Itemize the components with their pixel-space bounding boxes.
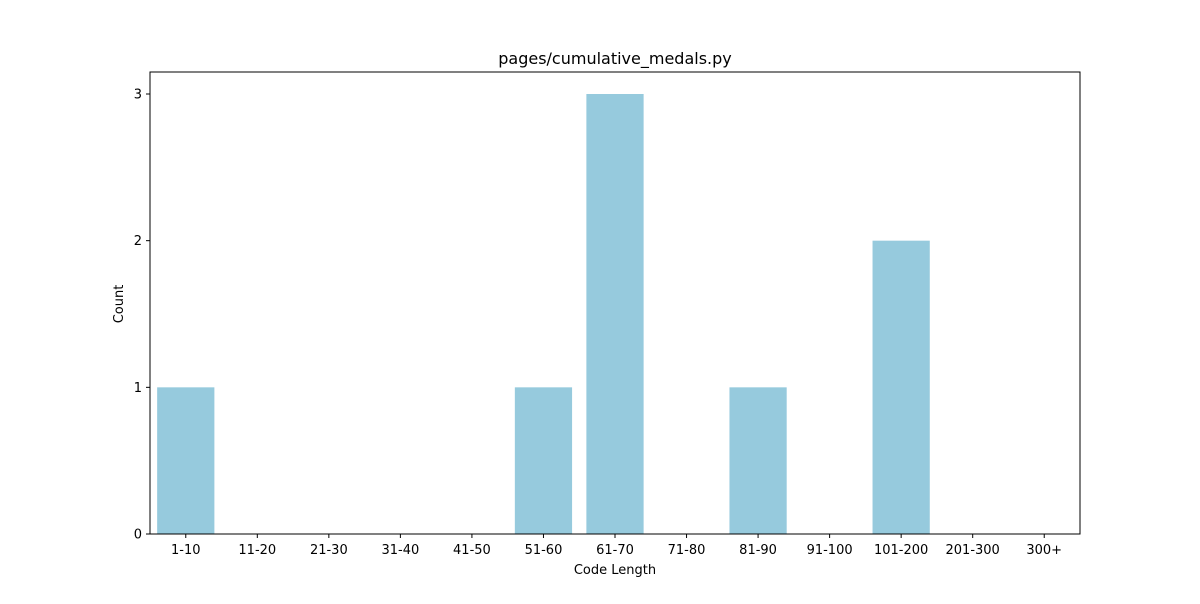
x-tick-label: 31-40 <box>381 543 419 558</box>
x-axis-label: Code Length <box>574 563 656 578</box>
x-tick-label: 61-70 <box>596 543 634 558</box>
x-tick-label: 101-200 <box>874 543 928 558</box>
x-tick-label: 91-100 <box>807 543 853 558</box>
bar-101-200 <box>872 240 930 534</box>
y-tick-label: 0 <box>134 528 142 543</box>
x-tick-label: 201-300 <box>946 543 1000 558</box>
x-tick-label: 71-80 <box>668 543 706 558</box>
bar-61-70 <box>586 94 644 534</box>
y-tick-label: 1 <box>134 381 142 396</box>
x-tick-label: 11-20 <box>238 543 276 558</box>
y-axis-label: Count <box>112 285 127 324</box>
plot-frame <box>149 71 1081 535</box>
x-tick-label: 1-10 <box>171 543 201 558</box>
bar-51-60 <box>514 387 573 534</box>
bar-1-10 <box>157 387 215 534</box>
bars-group <box>157 94 930 534</box>
chart-title: pages/cumulative_medals.py <box>498 49 732 69</box>
y-tick-label: 2 <box>134 234 142 249</box>
x-tick-label: 51-60 <box>525 543 563 558</box>
x-axis-ticks: 1-10 11-20 21-30 31-40 41-50 51-60 61-70 71-80 8… <box>171 534 1062 558</box>
x-tick-label: 81-90 <box>739 543 777 558</box>
x-tick-label: 41-50 <box>453 543 491 558</box>
x-tick-label: 300+ <box>1026 543 1062 558</box>
bar-81-90 <box>729 387 787 534</box>
x-tick-label: 21-30 <box>310 543 348 558</box>
y-tick-label: 3 <box>134 88 142 103</box>
y-axis-ticks: 0 1 2 3 <box>134 88 150 543</box>
